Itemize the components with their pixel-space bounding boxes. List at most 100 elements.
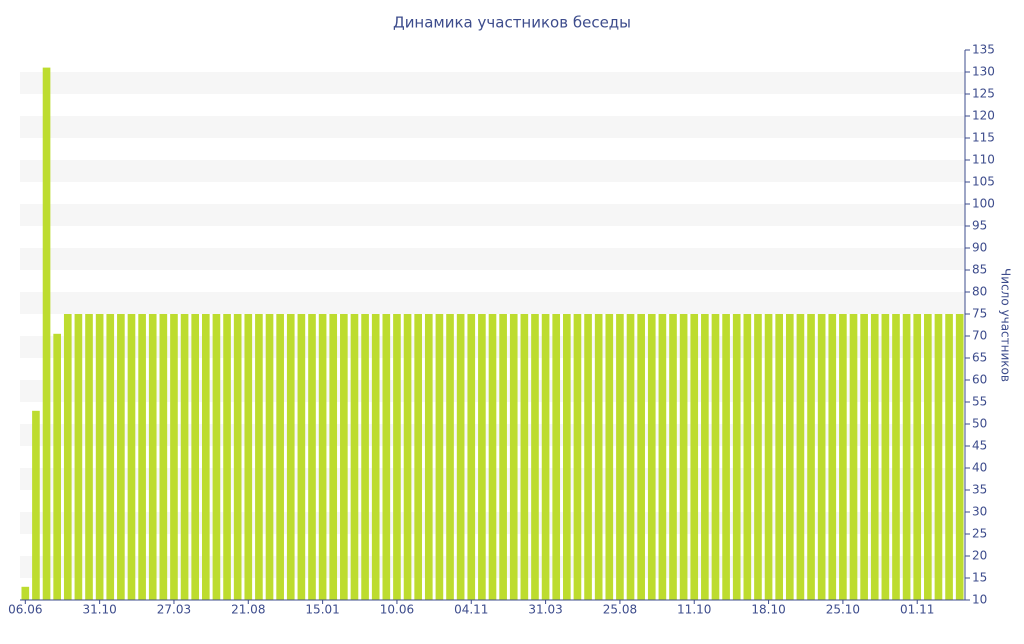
y-tick-label: 50 bbox=[972, 417, 987, 431]
bar bbox=[414, 314, 422, 600]
bar bbox=[456, 314, 465, 600]
x-tick-label: 11.10 bbox=[677, 603, 711, 617]
bar bbox=[679, 314, 688, 600]
bar bbox=[775, 314, 784, 600]
y-tick-label: 135 bbox=[972, 43, 995, 57]
bar bbox=[435, 314, 444, 600]
bar bbox=[743, 314, 752, 600]
y-tick-label: 35 bbox=[972, 483, 987, 497]
grid-band bbox=[20, 116, 965, 138]
y-tick-label: 80 bbox=[972, 285, 987, 299]
bar bbox=[509, 314, 518, 600]
y-tick-label: 120 bbox=[972, 109, 995, 123]
bar bbox=[85, 314, 93, 600]
bar bbox=[191, 314, 200, 600]
bar bbox=[117, 314, 125, 600]
bar bbox=[860, 314, 868, 600]
grid-band bbox=[20, 248, 965, 270]
bar bbox=[21, 586, 30, 600]
bar bbox=[467, 314, 476, 600]
bar bbox=[265, 314, 274, 600]
bar bbox=[839, 314, 847, 600]
y-tick-label: 20 bbox=[972, 549, 987, 563]
bar bbox=[393, 314, 401, 600]
bar bbox=[276, 314, 284, 600]
bar bbox=[478, 314, 486, 600]
bar bbox=[924, 314, 932, 600]
bar bbox=[308, 314, 316, 600]
bar bbox=[318, 314, 327, 600]
bar bbox=[201, 314, 210, 600]
bar bbox=[127, 314, 136, 600]
bar bbox=[934, 314, 943, 600]
bar bbox=[244, 314, 253, 600]
bar bbox=[255, 314, 263, 600]
y-tick-label: 115 bbox=[972, 131, 995, 145]
bar bbox=[892, 314, 900, 600]
bar bbox=[764, 314, 773, 600]
x-tick-label: 25.10 bbox=[826, 603, 860, 617]
y-tick-label: 30 bbox=[972, 505, 987, 519]
x-tick-label: 10.06 bbox=[380, 603, 414, 617]
y-tick-label: 110 bbox=[972, 153, 995, 167]
bar bbox=[350, 314, 359, 600]
bar bbox=[658, 314, 667, 600]
y-tick-label: 15 bbox=[972, 571, 987, 585]
bar bbox=[754, 314, 762, 600]
bar bbox=[520, 314, 529, 600]
bar bbox=[329, 314, 338, 600]
bar bbox=[63, 314, 72, 600]
y-tick-label: 65 bbox=[972, 351, 987, 365]
bar bbox=[371, 314, 380, 600]
bar bbox=[616, 314, 624, 600]
bar bbox=[573, 314, 582, 600]
y-tick-label: 45 bbox=[972, 439, 987, 453]
bar bbox=[223, 314, 231, 600]
bar bbox=[488, 314, 497, 600]
bar bbox=[340, 314, 348, 600]
bar bbox=[605, 314, 614, 600]
bar bbox=[212, 314, 221, 600]
chart-title: Динамика участников беседы bbox=[393, 14, 631, 32]
bar bbox=[42, 67, 51, 601]
bar bbox=[541, 314, 550, 600]
y-tick-label: 40 bbox=[972, 461, 987, 475]
bar bbox=[849, 314, 858, 600]
x-tick-label: 21.08 bbox=[231, 603, 265, 617]
x-tick-label: 06.06 bbox=[8, 603, 42, 617]
bar bbox=[424, 314, 433, 600]
y-tick-label: 95 bbox=[972, 219, 987, 233]
y-tick-label: 100 bbox=[972, 197, 995, 211]
y-tick-label: 55 bbox=[972, 395, 987, 409]
y-tick-label: 25 bbox=[972, 527, 987, 541]
x-tick-label: 25.08 bbox=[603, 603, 637, 617]
y-tick-label: 70 bbox=[972, 329, 987, 343]
bar bbox=[955, 314, 964, 600]
bar bbox=[870, 314, 879, 600]
bar bbox=[233, 314, 242, 600]
bar bbox=[563, 314, 571, 600]
bar bbox=[446, 314, 454, 600]
x-tick-label: 04.11 bbox=[454, 603, 488, 617]
bar bbox=[95, 314, 104, 600]
bar bbox=[170, 314, 178, 600]
bar bbox=[785, 314, 794, 600]
bar bbox=[531, 314, 539, 600]
bar bbox=[945, 314, 953, 600]
bar bbox=[690, 314, 699, 600]
x-tick-label: 01.11 bbox=[900, 603, 934, 617]
y-tick-label: 85 bbox=[972, 263, 987, 277]
bar bbox=[701, 314, 709, 600]
y-tick-label: 125 bbox=[972, 87, 995, 101]
bar bbox=[552, 314, 561, 600]
bar bbox=[902, 314, 911, 600]
bar bbox=[647, 314, 656, 600]
y-tick-label: 75 bbox=[972, 307, 987, 321]
bar bbox=[732, 314, 741, 600]
bar bbox=[669, 314, 677, 600]
bar bbox=[722, 314, 730, 600]
bar bbox=[286, 314, 295, 600]
bar bbox=[180, 314, 189, 600]
y-tick-label: 90 bbox=[972, 241, 987, 255]
bar bbox=[913, 314, 922, 600]
